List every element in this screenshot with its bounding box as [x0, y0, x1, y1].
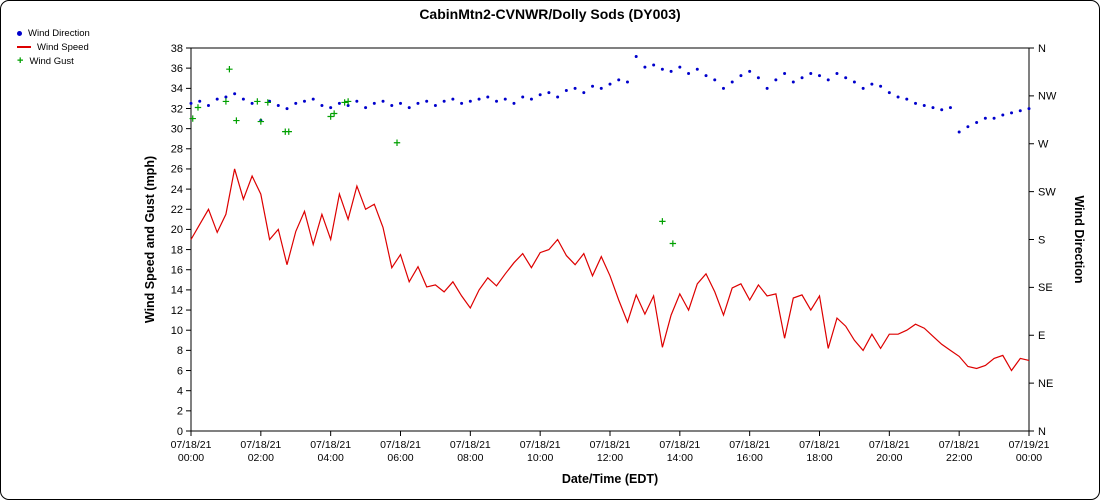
wind-gust-plus-icon: +: [17, 55, 24, 67]
svg-text:8: 8: [177, 345, 183, 357]
svg-text:20: 20: [171, 224, 183, 236]
svg-text:16:00: 16:00: [737, 452, 763, 464]
svg-text:24: 24: [171, 184, 183, 196]
legend-item-wind-direction: Wind Direction: [17, 26, 90, 40]
svg-text:12: 12: [171, 305, 183, 317]
svg-text:07/19/21: 07/19/21: [1009, 439, 1050, 451]
svg-text:N: N: [1038, 426, 1046, 438]
legend-item-wind-speed: Wind Speed: [17, 40, 90, 54]
svg-text:0: 0: [177, 426, 183, 438]
legend-label-wind-direction: Wind Direction: [28, 27, 90, 39]
svg-text:16: 16: [171, 265, 183, 277]
svg-text:Wind Direction: Wind Direction: [1072, 195, 1086, 283]
svg-text:07/18/21: 07/18/21: [659, 439, 700, 451]
svg-text:07/18/21: 07/18/21: [869, 439, 910, 451]
svg-text:06:00: 06:00: [387, 452, 413, 464]
svg-text:30: 30: [171, 123, 183, 135]
svg-text:07/18/21: 07/18/21: [450, 439, 491, 451]
svg-text:07/18/21: 07/18/21: [380, 439, 421, 451]
svg-text:20:00: 20:00: [876, 452, 902, 464]
svg-text:N: N: [1038, 43, 1046, 55]
svg-text:07/18/21: 07/18/21: [171, 439, 212, 451]
svg-text:07/18/21: 07/18/21: [939, 439, 980, 451]
svg-text:07/18/21: 07/18/21: [520, 439, 561, 451]
svg-text:07/18/21: 07/18/21: [729, 439, 770, 451]
svg-text:07/18/21: 07/18/21: [310, 439, 351, 451]
legend-item-wind-gust: + Wind Gust: [17, 54, 90, 68]
svg-text:07/18/21: 07/18/21: [799, 439, 840, 451]
svg-text:4: 4: [177, 385, 183, 397]
svg-text:18: 18: [171, 244, 183, 256]
svg-text:02:00: 02:00: [248, 452, 274, 464]
svg-text:E: E: [1038, 330, 1045, 342]
svg-text:07/18/21: 07/18/21: [240, 439, 281, 451]
svg-text:10:00: 10:00: [527, 452, 553, 464]
legend-label-wind-speed: Wind Speed: [37, 41, 89, 53]
svg-text:04:00: 04:00: [318, 452, 344, 464]
svg-text:6: 6: [177, 365, 183, 377]
svg-text:W: W: [1038, 139, 1049, 151]
svg-text:38: 38: [171, 43, 183, 55]
svg-text:S: S: [1038, 234, 1045, 246]
svg-text:2: 2: [177, 406, 183, 418]
svg-text:12:00: 12:00: [597, 452, 623, 464]
legend-label-wind-gust: Wind Gust: [29, 55, 74, 67]
svg-text:14: 14: [171, 285, 183, 297]
svg-text:22:00: 22:00: [946, 452, 972, 464]
svg-text:00:00: 00:00: [1016, 452, 1042, 464]
svg-text:36: 36: [171, 63, 183, 75]
wind-speed-line-icon: [17, 46, 31, 48]
svg-text:NW: NW: [1038, 91, 1057, 103]
svg-text:14:00: 14:00: [667, 452, 693, 464]
svg-text:SW: SW: [1038, 186, 1056, 198]
chart-title: CabinMtn2-CVNWR/Dolly Sods (DY003): [419, 6, 681, 22]
svg-text:NE: NE: [1038, 378, 1053, 390]
wind-direction-dot-icon: [17, 30, 22, 36]
svg-text:22: 22: [171, 204, 183, 216]
svg-text:34: 34: [171, 83, 183, 95]
legend: Wind Direction Wind Speed + Wind Gust: [17, 26, 90, 68]
svg-text:Date/Time (EDT): Date/Time (EDT): [562, 472, 658, 486]
svg-text:28: 28: [171, 144, 183, 156]
svg-text:07/18/21: 07/18/21: [590, 439, 631, 451]
svg-text:10: 10: [171, 325, 183, 337]
svg-text:Wind Speed and Gust (mph): Wind Speed and Gust (mph): [143, 156, 157, 323]
svg-text:SE: SE: [1038, 282, 1053, 294]
svg-text:08:00: 08:00: [457, 452, 483, 464]
svg-text:26: 26: [171, 164, 183, 176]
svg-text:00:00: 00:00: [178, 452, 204, 464]
svg-text:18:00: 18:00: [806, 452, 832, 464]
svg-text:32: 32: [171, 103, 183, 115]
